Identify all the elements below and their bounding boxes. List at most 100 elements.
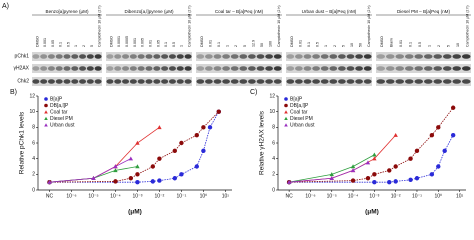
lane-label: 0.01 bbox=[298, 40, 302, 47]
blot-band bbox=[320, 79, 329, 84]
blot-band bbox=[230, 54, 239, 59]
data-point bbox=[172, 176, 177, 181]
blot-band bbox=[248, 79, 256, 84]
lane-label: 1 bbox=[180, 45, 184, 47]
data-point bbox=[350, 164, 356, 169]
blot-band bbox=[129, 54, 137, 59]
blot-band bbox=[106, 79, 114, 84]
lane-label: DMSO bbox=[200, 36, 204, 47]
blot-band bbox=[355, 54, 363, 59]
fit-line bbox=[289, 107, 454, 183]
data-point bbox=[157, 125, 162, 130]
data-point bbox=[150, 164, 156, 169]
y-tick-label: 10 bbox=[29, 109, 35, 115]
blot-band bbox=[329, 54, 338, 59]
blot-band bbox=[346, 54, 355, 59]
blot-band bbox=[303, 79, 312, 84]
data-point bbox=[408, 156, 413, 161]
blot-band bbox=[196, 54, 205, 59]
legend-marker bbox=[44, 97, 48, 101]
lane-label: 0.1 bbox=[164, 42, 168, 47]
x-tick-label: 10⁻⁴ bbox=[348, 193, 358, 199]
data-point bbox=[47, 179, 52, 184]
lane-label: 0.005 bbox=[141, 38, 145, 47]
x-tick-label: 10¹ bbox=[456, 193, 464, 199]
blot-band bbox=[385, 54, 395, 59]
blot-band bbox=[176, 79, 184, 84]
data-point bbox=[194, 132, 199, 138]
lane-label: Camptothecin 10 μM (2 h) bbox=[466, 5, 470, 47]
blot-band bbox=[442, 54, 452, 59]
data-point bbox=[365, 160, 371, 165]
blot-band bbox=[230, 79, 239, 84]
blot-strip bbox=[286, 52, 372, 61]
data-point bbox=[450, 105, 456, 110]
legend-label: Coal tar bbox=[290, 109, 308, 115]
blot-band bbox=[129, 79, 137, 84]
y-tick-label: 6 bbox=[32, 140, 35, 146]
lane-label: 0.1 bbox=[307, 42, 311, 47]
blot-band bbox=[161, 54, 169, 59]
blot-band bbox=[196, 66, 205, 71]
lane-label: 1 bbox=[324, 45, 328, 47]
data-point bbox=[372, 172, 377, 177]
lane-label: 0.5 bbox=[316, 42, 320, 47]
blot-band bbox=[248, 66, 256, 71]
blot-band bbox=[273, 66, 282, 71]
data-point bbox=[372, 179, 377, 185]
blot-band bbox=[404, 79, 414, 84]
blot-band bbox=[122, 54, 130, 59]
blot-band bbox=[461, 79, 471, 84]
blot-band bbox=[338, 79, 346, 84]
lane-label: DMSO bbox=[380, 36, 384, 47]
data-point bbox=[128, 176, 134, 181]
legend-label: Urban dust bbox=[50, 122, 75, 128]
blot-band bbox=[265, 79, 273, 84]
panel-label: B) bbox=[10, 89, 17, 96]
blot-band bbox=[184, 54, 192, 59]
blot-band bbox=[230, 66, 239, 71]
x-tick-label: NC bbox=[46, 193, 54, 199]
blot-band bbox=[303, 54, 312, 59]
blot-band bbox=[452, 79, 462, 84]
legend-marker bbox=[44, 123, 48, 127]
panel-label: C) bbox=[250, 89, 257, 96]
blot-strip bbox=[376, 64, 471, 73]
blot-band bbox=[55, 54, 63, 59]
data-point bbox=[157, 178, 162, 183]
blot-band bbox=[86, 66, 94, 71]
blot-band bbox=[265, 54, 273, 59]
lane-label: 10 bbox=[456, 43, 460, 47]
blot-band bbox=[414, 79, 424, 84]
x-tick-label: 10⁰ bbox=[200, 193, 208, 199]
x-tick-label: 10⁻⁶ bbox=[305, 193, 315, 199]
blot-band bbox=[329, 79, 338, 84]
blot-band bbox=[312, 79, 320, 84]
blot-band bbox=[79, 54, 87, 59]
data-point bbox=[135, 164, 140, 169]
blot-band bbox=[205, 79, 213, 84]
data-point bbox=[216, 109, 221, 114]
data-point bbox=[387, 168, 392, 173]
blot-band bbox=[184, 66, 192, 71]
lane-label: 0.1 bbox=[409, 42, 413, 47]
data-point bbox=[207, 125, 213, 130]
blot-band bbox=[295, 79, 303, 84]
blot-band bbox=[303, 66, 312, 71]
blot-band bbox=[239, 54, 248, 59]
legend-marker bbox=[284, 103, 288, 108]
x-tick-label: 10⁻⁵ bbox=[327, 193, 337, 199]
blot-band bbox=[363, 79, 372, 84]
lane-label: Camptothecin 10 μM (2 h) bbox=[188, 5, 192, 47]
blot-band bbox=[404, 54, 414, 59]
x-tick-label: 10⁻¹ bbox=[176, 193, 186, 199]
group-header: Urban dust – B[a]Peq (nM) bbox=[302, 9, 357, 14]
fit-line bbox=[49, 111, 220, 183]
lane-label: 0.001 bbox=[43, 38, 47, 47]
x-tick-label: 10⁻⁵ bbox=[88, 193, 98, 199]
blot-band bbox=[295, 54, 303, 59]
blot-band bbox=[55, 66, 63, 71]
blot-band bbox=[256, 79, 265, 84]
blot-band bbox=[63, 54, 71, 59]
blot-band bbox=[47, 54, 55, 59]
